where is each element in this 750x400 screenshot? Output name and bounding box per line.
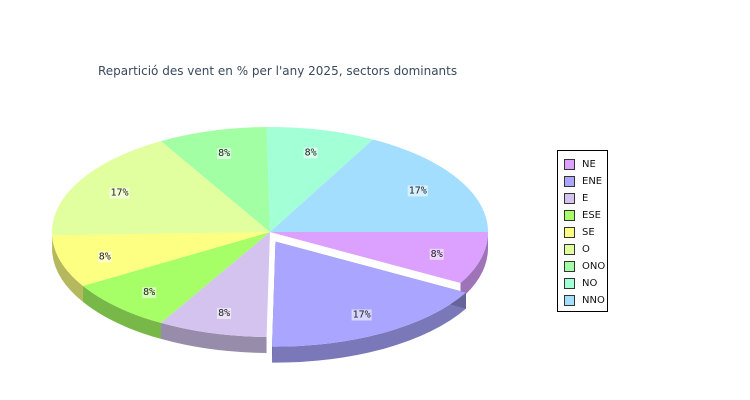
legend-item-e: E bbox=[564, 192, 588, 204]
slice-label-bg-se bbox=[97, 251, 112, 263]
slice-label-bg-nno bbox=[407, 185, 428, 197]
pie-slice-o bbox=[51, 141, 270, 236]
pie-side-ne bbox=[460, 232, 488, 300]
pie-slice-ono bbox=[161, 127, 270, 232]
pie-slice-ene bbox=[272, 241, 466, 347]
pie-side-se bbox=[52, 235, 83, 302]
legend-label-se: SE bbox=[582, 226, 595, 238]
chart-legend: NE ENE E ESE SE O ONO NO NNO bbox=[557, 150, 608, 312]
slice-label-bg-e bbox=[217, 307, 232, 319]
legend-label-ene: ENE bbox=[582, 175, 603, 187]
legend-swatch-ono bbox=[564, 260, 575, 272]
pie-slice-no bbox=[266, 126, 373, 232]
legend-label-o: O bbox=[582, 243, 590, 255]
pie-slice-nno bbox=[270, 139, 488, 232]
slice-label-ono: 8% bbox=[218, 148, 230, 159]
legend-label-e: E bbox=[582, 192, 589, 204]
slice-label-bg-ene bbox=[351, 309, 372, 321]
legend-item-se: SE bbox=[564, 226, 595, 238]
legend-item-ne: NE bbox=[564, 158, 596, 170]
legend-swatch-ese bbox=[564, 209, 575, 221]
legend-label-ese: ESE bbox=[582, 209, 601, 221]
legend-swatch-ene bbox=[564, 175, 575, 187]
legend-item-o: O bbox=[564, 243, 590, 255]
pie-slice-se bbox=[52, 232, 270, 286]
pie-slice-ese bbox=[82, 232, 270, 323]
slice-label-bg-ese bbox=[142, 287, 157, 299]
legend-swatch-no bbox=[564, 277, 575, 289]
legend-item-nno: NNO bbox=[564, 294, 605, 306]
legend-item-ene: ENE bbox=[564, 175, 602, 187]
slice-label-bg-no bbox=[303, 147, 318, 159]
slice-label-se: 8% bbox=[99, 251, 111, 262]
legend-swatch-ne bbox=[564, 158, 575, 170]
chart-title: Repartició des vent en % per l'any 2025,… bbox=[98, 64, 458, 78]
pie-slice-ne bbox=[270, 232, 488, 284]
slice-label-nno: 17% bbox=[409, 185, 427, 196]
legend-swatch-o bbox=[564, 243, 575, 255]
legend-item-no: NO bbox=[564, 277, 597, 289]
legend-label-nno: NNO bbox=[582, 294, 605, 306]
legend-item-ese: ESE bbox=[564, 209, 601, 221]
slice-label-e: 8% bbox=[218, 308, 230, 319]
legend-label-ono: ONO bbox=[582, 260, 606, 272]
slice-label-no: 8% bbox=[305, 147, 317, 158]
pie-side-ene bbox=[272, 292, 466, 363]
legend-item-ono: ONO bbox=[564, 260, 605, 272]
legend-swatch-e bbox=[564, 192, 575, 204]
legend-label-ne: NE bbox=[582, 158, 596, 170]
slice-label-o: 17% bbox=[110, 188, 128, 199]
pie-side-e bbox=[161, 322, 267, 353]
legend-swatch-se bbox=[564, 226, 575, 238]
legend-swatch-nno bbox=[564, 294, 575, 306]
slice-label-bg-ono bbox=[217, 148, 232, 160]
pie-slice-e bbox=[161, 232, 270, 337]
pie-side-ese bbox=[82, 285, 161, 339]
slice-label-ese: 8% bbox=[143, 287, 155, 298]
slice-label-bg-o bbox=[109, 187, 130, 199]
slice-label-ene: 17% bbox=[353, 309, 371, 320]
legend-label-no: NO bbox=[582, 277, 598, 289]
slice-label-bg-ne bbox=[429, 248, 444, 260]
slice-label-ne: 8% bbox=[431, 249, 443, 260]
